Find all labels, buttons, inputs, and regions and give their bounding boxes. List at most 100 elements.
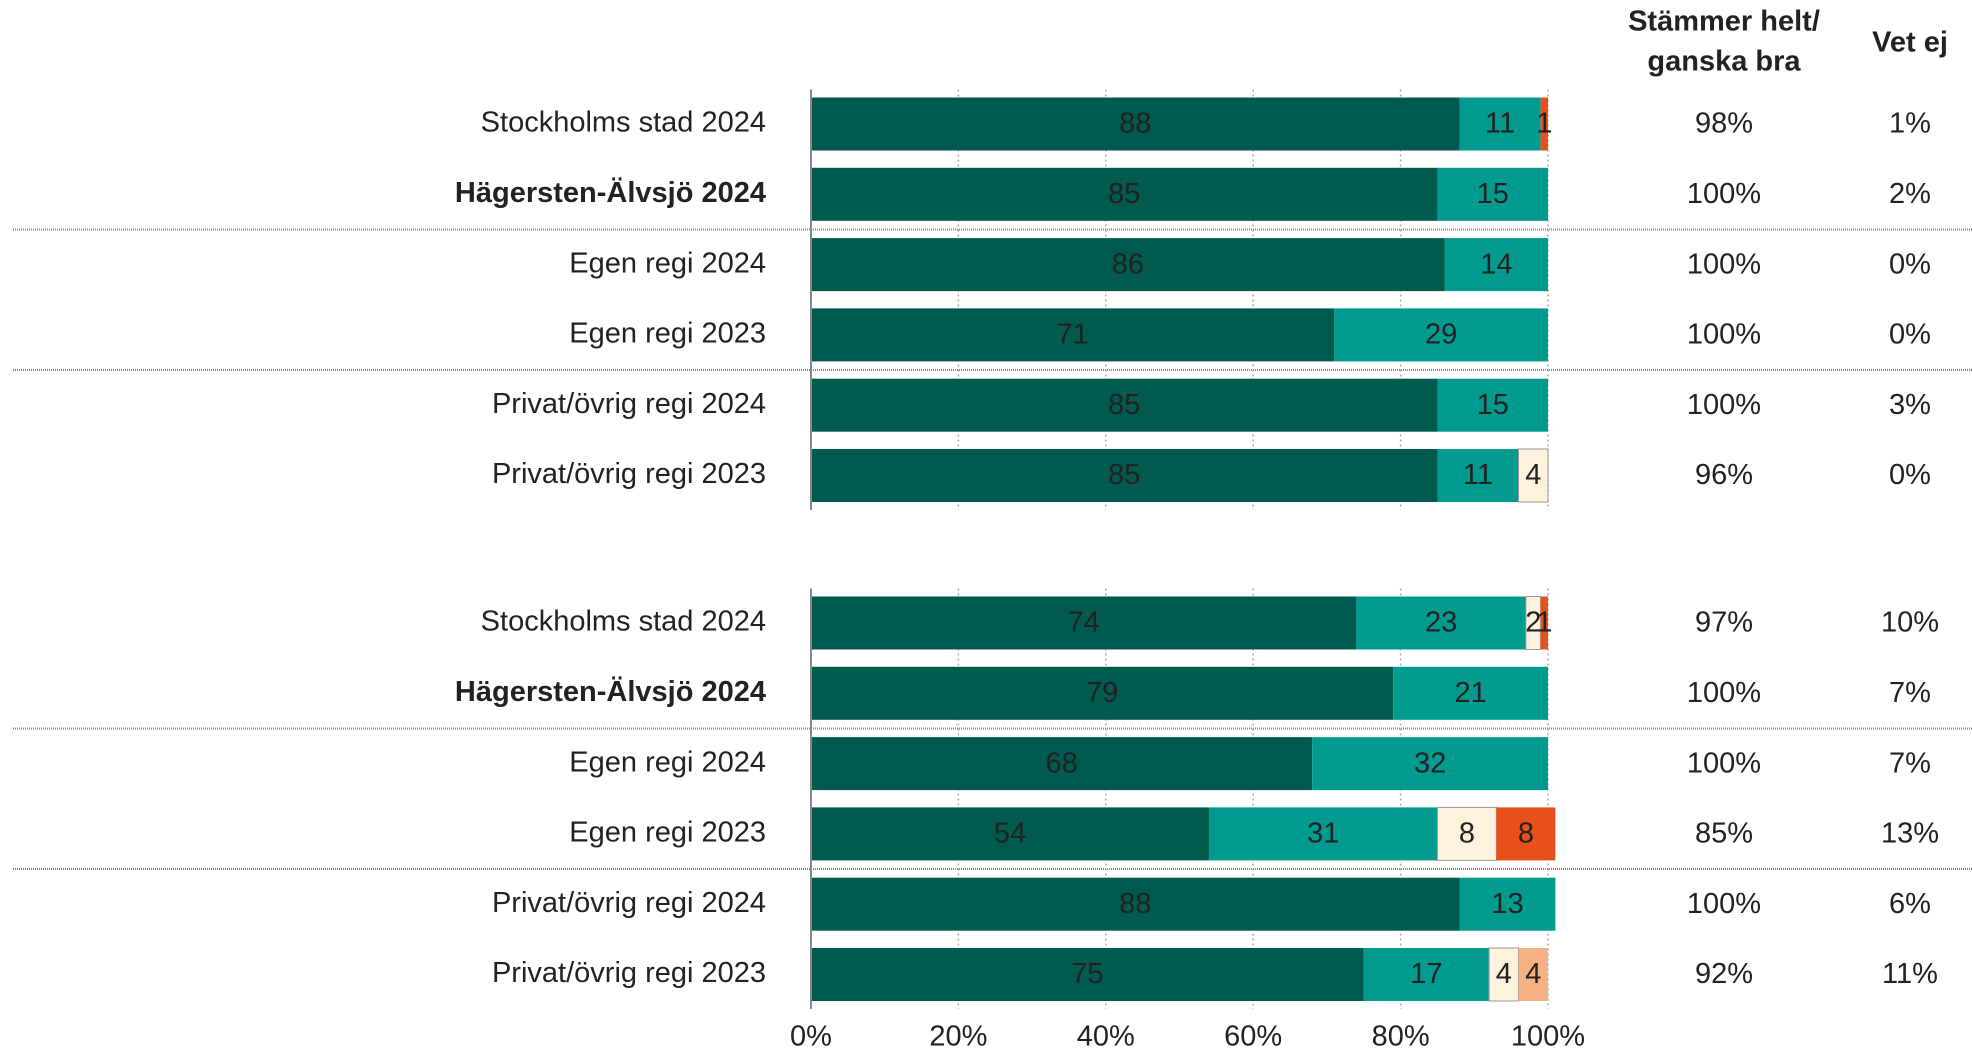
- data-label: 2: [1525, 607, 1541, 639]
- data-label: 29: [1425, 319, 1457, 351]
- bar-segment: [1312, 737, 1548, 791]
- bar-segment: [1444, 238, 1548, 292]
- bar-segment: [1540, 97, 1548, 151]
- data-label: 85: [1108, 178, 1140, 210]
- bar-segment: [1437, 167, 1548, 221]
- column-header: Stämmer helt/: [1628, 6, 1820, 38]
- column-value: 3%: [1889, 389, 1931, 421]
- bar-segment: [1437, 378, 1548, 432]
- bar-segment: [1540, 596, 1548, 650]
- bar-segment: [1488, 947, 1520, 1002]
- data-label: 54: [994, 818, 1026, 850]
- bar-segment: [811, 596, 1357, 650]
- column-value: 100%: [1687, 677, 1761, 709]
- x-tick-label: 80%: [1372, 1021, 1430, 1053]
- column-value: 13%: [1881, 818, 1939, 850]
- bar-segment: [811, 449, 1438, 502]
- category-label: Stockholms stad 2024: [481, 107, 766, 139]
- bar-segment: [811, 167, 1438, 221]
- data-label: 21: [1454, 677, 1486, 709]
- bar-segment: [1334, 308, 1548, 362]
- data-label: 8: [1459, 818, 1475, 850]
- column-value: 100%: [1687, 178, 1761, 210]
- data-label: 88: [1119, 108, 1151, 140]
- data-label: 88: [1119, 888, 1151, 920]
- column-value: 100%: [1687, 888, 1761, 920]
- column-value: 0%: [1889, 459, 1931, 491]
- data-label: 11: [1463, 459, 1493, 491]
- column-header: Vet ej: [1872, 27, 1948, 59]
- data-label: 11: [1485, 108, 1515, 140]
- column-value: 2%: [1889, 178, 1931, 210]
- data-label: 15: [1477, 178, 1509, 210]
- column-value: 10%: [1881, 607, 1939, 639]
- bar-segment: [1518, 448, 1549, 503]
- bar-segment: [811, 877, 1460, 931]
- x-tick-label: 60%: [1224, 1021, 1282, 1053]
- bar-segment: [1496, 807, 1556, 861]
- data-label: 4: [1525, 958, 1541, 990]
- category-label: Privat/övrig regi 2024: [492, 887, 766, 919]
- data-label: 86: [1112, 248, 1144, 280]
- bar-segment: [811, 308, 1335, 362]
- category-label: Privat/övrig regi 2024: [492, 388, 766, 420]
- bar-segment: [1356, 596, 1526, 650]
- bar-segment: [1393, 666, 1548, 720]
- data-label: 1: [1536, 607, 1552, 639]
- data-label: 23: [1425, 607, 1457, 639]
- column-value: 6%: [1889, 888, 1931, 920]
- column-value: 100%: [1687, 747, 1761, 779]
- bar-segment: [1437, 449, 1519, 502]
- data-label: 74: [1068, 607, 1100, 639]
- data-label: 75: [1071, 958, 1103, 990]
- x-tick-label: 20%: [929, 1021, 987, 1053]
- category-label: Egen regi 2024: [569, 746, 766, 778]
- data-label: 14: [1480, 248, 1512, 280]
- category-label: Egen regi 2023: [569, 318, 766, 350]
- data-label: 4: [1496, 958, 1512, 990]
- column-value: 97%: [1695, 607, 1753, 639]
- column-value: 96%: [1695, 459, 1753, 491]
- data-label: 79: [1086, 677, 1118, 709]
- category-label: Egen regi 2024: [569, 247, 766, 279]
- column-value: 1%: [1889, 108, 1931, 140]
- column-value: 100%: [1687, 319, 1761, 351]
- x-tick-label: 40%: [1077, 1021, 1135, 1053]
- bar-segment: [1208, 807, 1438, 861]
- column-value: 92%: [1695, 958, 1753, 990]
- data-label: 15: [1477, 389, 1509, 421]
- column-value: 7%: [1889, 677, 1931, 709]
- bar-segment: [811, 666, 1394, 720]
- category-label: Stockholms stad 2024: [481, 606, 766, 638]
- data-label: 8: [1518, 818, 1534, 850]
- column-value: 100%: [1687, 248, 1761, 280]
- column-value: 85%: [1695, 818, 1753, 850]
- category-label: Hägersten-Älvsjö 2024: [455, 176, 766, 209]
- column-value: 0%: [1889, 319, 1931, 351]
- bar-segment: [811, 97, 1460, 151]
- data-label: 13: [1491, 888, 1523, 920]
- column-value: 7%: [1889, 747, 1931, 779]
- data-label: 71: [1057, 319, 1089, 351]
- category-label: Egen regi 2023: [569, 817, 766, 849]
- bar-segment: [1436, 806, 1497, 861]
- bar-segment: [1363, 948, 1490, 1001]
- category-label: Privat/övrig regi 2023: [492, 957, 766, 989]
- bar-segment: [811, 238, 1445, 292]
- data-label: 68: [1045, 747, 1077, 779]
- data-label: 4: [1525, 459, 1541, 491]
- bar-segment: [1459, 877, 1556, 931]
- data-label: 85: [1108, 459, 1140, 491]
- bar-segment: [811, 948, 1364, 1001]
- bar-segment: [1518, 948, 1548, 1001]
- category-label: Privat/övrig regi 2023: [492, 458, 766, 490]
- column-value: 98%: [1695, 108, 1753, 140]
- bar-segment: [1459, 97, 1541, 151]
- data-label: 85: [1108, 389, 1140, 421]
- data-label: 1: [1536, 108, 1552, 140]
- x-tick-label: 100%: [1511, 1021, 1585, 1053]
- bar-segment: [811, 807, 1209, 861]
- column-header: ganska bra: [1647, 46, 1801, 78]
- data-label: 17: [1410, 958, 1442, 990]
